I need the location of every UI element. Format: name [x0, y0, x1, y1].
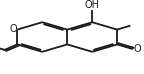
Text: O: O — [10, 24, 17, 34]
Text: OH: OH — [85, 0, 100, 10]
Text: O: O — [134, 44, 141, 54]
